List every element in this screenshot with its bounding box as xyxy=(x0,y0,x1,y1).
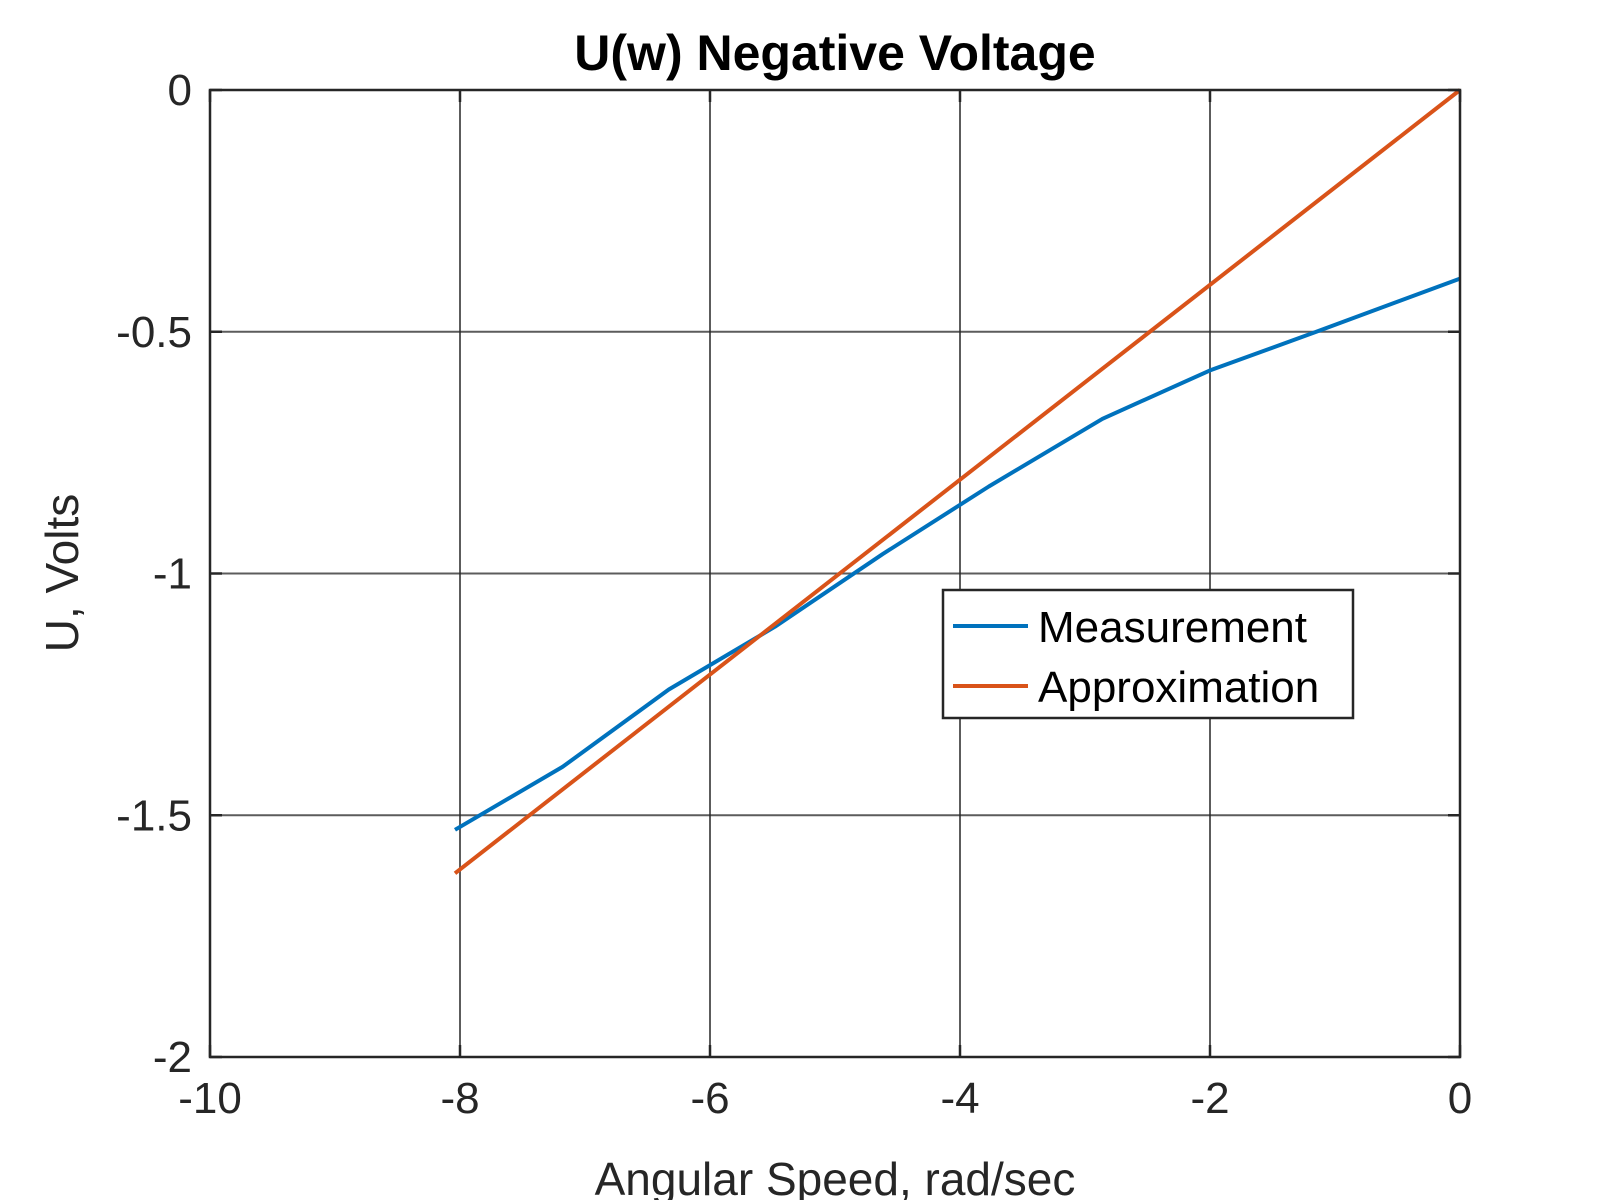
y-tick-label: -1 xyxy=(153,550,192,599)
x-tick-labels: -10 -8 -6 -4 -2 0 xyxy=(178,1074,1472,1123)
series-line-measurement xyxy=(453,276,1461,832)
x-axis-label: Angular Speed, rad/sec xyxy=(595,1153,1076,1200)
chart-title: U(w) Negative Voltage xyxy=(574,25,1095,81)
x-tick-label: -10 xyxy=(178,1074,242,1123)
y-tick-label: -1.5 xyxy=(116,791,192,840)
y-tick-label: -2 xyxy=(153,1033,192,1082)
axis-ticks xyxy=(208,88,1462,1059)
y-axis-label: U, Volts xyxy=(36,494,88,653)
series-line-approximation xyxy=(453,88,1462,875)
x-tick-label: 0 xyxy=(1448,1074,1472,1123)
y-tick-label: 0 xyxy=(168,66,192,115)
x-tick-label: -8 xyxy=(440,1074,479,1123)
legend-label-approximation: Approximation xyxy=(1038,663,1319,712)
x-tick-label: -6 xyxy=(690,1074,729,1123)
legend-label-measurement: Measurement xyxy=(1038,603,1307,652)
series-layer xyxy=(453,88,1462,875)
x-tick-label: -4 xyxy=(940,1074,979,1123)
y-tick-labels: 0 -0.5 -1 -1.5 -2 xyxy=(116,66,192,1082)
x-tick-label: -2 xyxy=(1190,1074,1229,1123)
y-tick-label: -0.5 xyxy=(116,308,192,357)
legend: Measurement Approximation xyxy=(941,588,1355,720)
legend-box xyxy=(941,588,1355,720)
